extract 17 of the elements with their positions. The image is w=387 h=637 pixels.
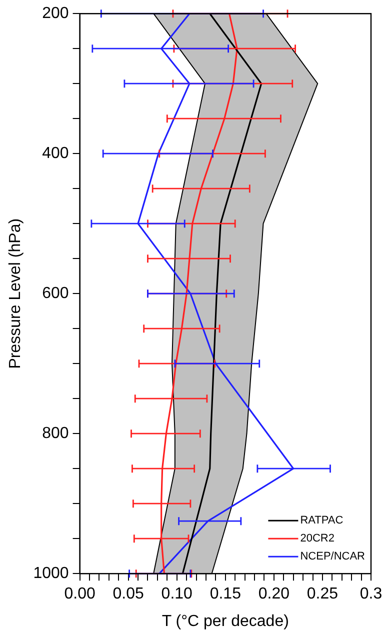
y-tick-label: 600 — [42, 285, 69, 302]
x-tick-label: 0.00 — [64, 586, 96, 603]
legend-label: RATPAC — [300, 514, 344, 527]
x-tick-label: 0.3 — [360, 586, 382, 603]
y-tick-label: 200 — [42, 5, 69, 22]
y-tick-label: 800 — [42, 425, 69, 442]
x-axis-title: T (°C per decade) — [162, 612, 289, 630]
y-tick-label: 1000 — [33, 565, 69, 582]
x-tick-label: 0.10 — [161, 586, 193, 603]
y-axis-title: Pressure Level (hPa) — [7, 218, 24, 369]
x-tick-label: 0.05 — [112, 586, 144, 603]
legend-label: 20CR2 — [300, 532, 334, 545]
legend-label: NCEP/NCAR — [300, 550, 366, 563]
x-tick-label: 0.25 — [306, 586, 338, 603]
x-tick-label: 0.15 — [210, 586, 242, 603]
y-tick-label: 400 — [42, 145, 69, 162]
x-tick-label: 0.20 — [258, 586, 290, 603]
